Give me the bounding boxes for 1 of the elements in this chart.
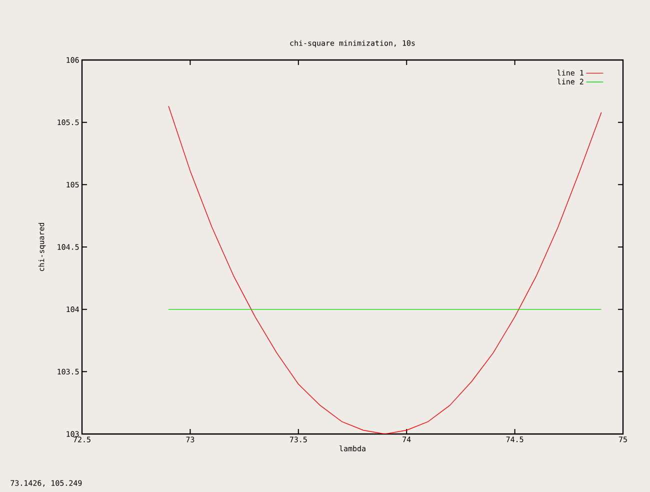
line-series xyxy=(168,106,602,434)
